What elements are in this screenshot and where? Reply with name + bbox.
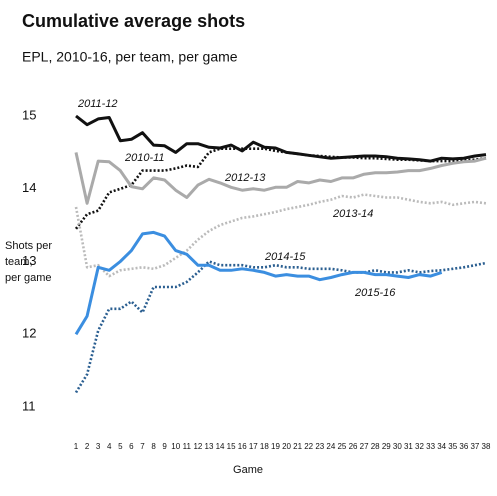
x-tick-label: 28 — [371, 442, 380, 451]
x-tick-label: 29 — [382, 442, 391, 451]
y-tick-label: 13 — [22, 253, 36, 268]
x-tick-label: 8 — [151, 442, 156, 451]
x-tick-label: 24 — [326, 442, 335, 451]
series-line — [74, 193, 487, 278]
x-tick-label: 36 — [459, 442, 468, 451]
x-tick-label: 31 — [404, 442, 413, 451]
series-label: 2011-12 — [77, 98, 118, 110]
x-tick-label: 17 — [249, 442, 258, 451]
x-axis-label: Game — [233, 464, 263, 476]
x-tick-label: 37 — [470, 442, 479, 451]
x-tick-label: 30 — [393, 442, 402, 451]
x-tick-label: 26 — [349, 442, 358, 451]
x-tick-label: 25 — [337, 442, 346, 451]
series-label: 2014-15 — [264, 251, 306, 263]
x-tick-label: 18 — [260, 442, 269, 451]
y-tick-label: 14 — [22, 180, 36, 195]
x-tick-label: 27 — [360, 442, 369, 451]
x-tick-label: 23 — [315, 442, 324, 451]
x-tick-label: 5 — [118, 442, 123, 451]
series-label: 2010-11 — [124, 152, 165, 164]
x-tick-label: 34 — [437, 442, 446, 451]
x-tick-label: 35 — [448, 442, 457, 451]
x-tick-label: 9 — [162, 442, 167, 451]
x-tick-label: 22 — [304, 442, 313, 451]
x-tick-label: 16 — [238, 442, 247, 451]
x-tick-label: 2 — [85, 442, 90, 451]
y-tick-label: 12 — [22, 326, 36, 341]
y-tick-label: 11 — [22, 398, 36, 413]
series-line — [74, 230, 443, 336]
x-tick-label: 38 — [482, 442, 491, 451]
series-label: 2015-16 — [354, 287, 396, 299]
x-tick-label: 20 — [282, 442, 291, 451]
x-tick-label: 4 — [107, 442, 112, 451]
x-tick-label: 11 — [183, 442, 192, 451]
x-tick-label: 7 — [140, 442, 145, 451]
y-axis-label: Shots per — [5, 240, 52, 252]
x-tick-label: 12 — [193, 442, 202, 451]
x-tick-label: 14 — [216, 442, 225, 451]
x-tick-label: 15 — [227, 442, 236, 451]
chart-subtitle: EPL, 2010-16, per team, per game — [22, 49, 238, 65]
series-label: 2013-14 — [332, 208, 373, 220]
y-tick-label: 15 — [22, 107, 36, 122]
series-line — [75, 114, 487, 163]
x-tick-label: 6 — [129, 442, 134, 451]
chart-title: Cumulative average shots — [22, 11, 245, 31]
x-tick-label: 10 — [171, 442, 180, 451]
series-line — [74, 260, 487, 394]
series-label: 2012-13 — [224, 172, 266, 184]
y-axis-label: per game — [5, 272, 51, 284]
x-tick-label: 13 — [205, 442, 214, 451]
y-axis-label: team, — [5, 256, 33, 268]
x-tick-label: 3 — [96, 442, 101, 451]
x-tick-label: 32 — [415, 442, 424, 451]
x-tick-label: 21 — [293, 442, 302, 451]
x-tick-label: 1 — [74, 442, 79, 451]
x-tick-label: 19 — [271, 442, 280, 451]
series-line — [74, 152, 487, 205]
x-tick-label: 33 — [426, 442, 435, 451]
